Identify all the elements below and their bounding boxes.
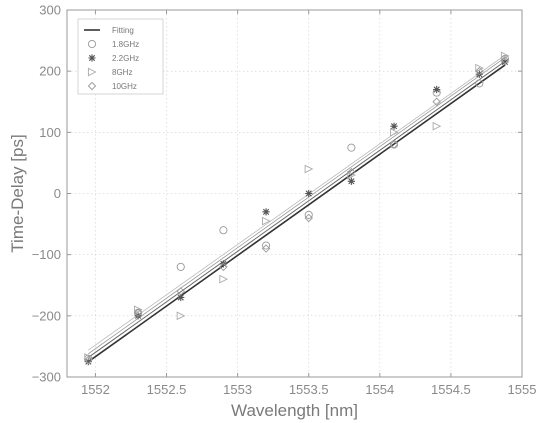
data-point <box>84 353 93 362</box>
data-point <box>475 63 484 73</box>
data-point <box>134 305 143 315</box>
x-tick-label: 1553.5 <box>289 382 329 397</box>
x-tick-label: 1554 <box>365 382 394 397</box>
y-tick-label: 200 <box>39 64 61 79</box>
data-point <box>389 140 399 149</box>
data-point <box>347 170 356 180</box>
legend-label: 8GHz <box>112 68 132 77</box>
y-tick-label: −300 <box>32 370 61 385</box>
data-point <box>176 287 185 296</box>
data-point <box>177 293 185 302</box>
x-tick-label: 1554.5 <box>431 382 471 397</box>
data-point <box>219 274 229 284</box>
legend-label: 2.2GHz <box>112 54 139 63</box>
legend-marker <box>88 54 96 62</box>
y-tick-label: 300 <box>39 3 61 18</box>
data-point <box>347 143 356 152</box>
data-point <box>433 85 441 94</box>
legend-label: Fitting <box>112 26 134 35</box>
data-point <box>176 262 185 271</box>
y-tick-label: −200 <box>32 308 61 323</box>
fitting-line <box>88 54 506 351</box>
fitting-line <box>88 57 506 355</box>
legend-label: 10GHz <box>112 82 137 91</box>
x-tick-label: 1552.5 <box>147 382 187 397</box>
x-axis-label: Wavelength [nm] <box>231 401 358 420</box>
axis-ticks: 1552 1552.5 1553 1553.5 1554 1554.5 1555 −300 −2… <box>32 3 537 398</box>
data-point <box>501 58 509 66</box>
x-tick-label: 1552 <box>81 382 110 397</box>
data-point <box>347 177 355 185</box>
y-axis-label: Time-Delay [ps] <box>8 134 27 252</box>
data-point <box>389 128 399 137</box>
legend-marker <box>87 81 97 91</box>
data-point <box>475 66 484 76</box>
legend-marker <box>87 39 97 49</box>
data-point <box>500 51 510 61</box>
y-tick-label: −100 <box>32 247 61 262</box>
data-point <box>475 79 484 88</box>
data-point <box>304 164 314 174</box>
data-point <box>500 55 510 65</box>
data-point <box>262 241 271 250</box>
data-point <box>219 226 228 235</box>
data-point <box>304 210 313 219</box>
fitting-lines <box>87 54 506 363</box>
data-point <box>432 97 441 106</box>
legend-label: 1.8GHz <box>112 40 139 49</box>
data-point <box>219 262 228 272</box>
fitting-line <box>88 60 506 358</box>
legend-marker <box>87 67 97 77</box>
data-point <box>347 167 356 177</box>
data-point <box>84 355 93 365</box>
legend: Fitting 1.8GHz 2.2GHz 8GHz 10GHz <box>77 18 164 95</box>
data-point <box>84 358 92 366</box>
data-point <box>305 189 313 198</box>
y-tick-label: 100 <box>39 125 61 140</box>
fitting-line <box>87 64 506 363</box>
data-points <box>84 51 510 366</box>
data-point <box>304 213 313 223</box>
data-point <box>262 208 270 216</box>
data-point <box>390 122 398 130</box>
data-point <box>176 311 186 321</box>
data-point <box>432 121 442 131</box>
data-point <box>261 244 271 253</box>
data-point <box>262 216 271 226</box>
x-tick-label: 1553 <box>223 382 252 397</box>
x-tick-label: 1555 <box>508 382 537 397</box>
data-point <box>133 308 143 318</box>
y-tick-label: 0 <box>54 186 61 201</box>
